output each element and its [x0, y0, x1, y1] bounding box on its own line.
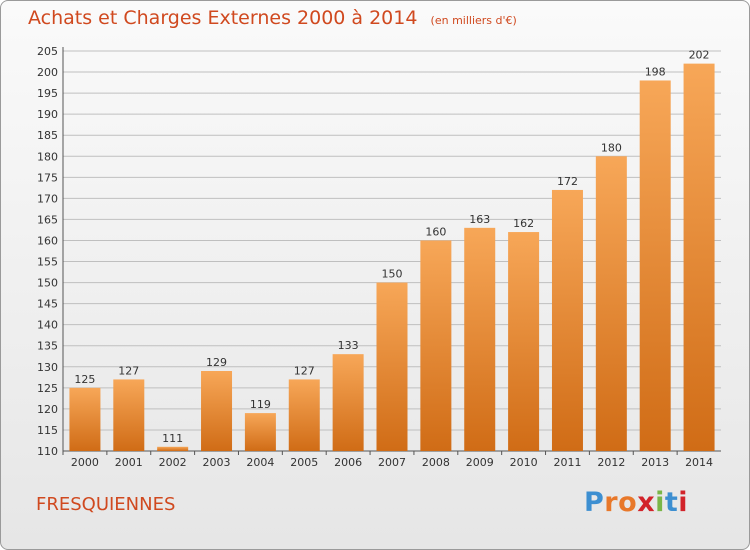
y-tick-label: 125: [37, 382, 58, 395]
y-tick-label: 135: [37, 340, 58, 353]
data-label: 119: [250, 398, 271, 411]
y-tick-label: 140: [37, 319, 58, 332]
data-label: 127: [118, 364, 139, 377]
y-tick-label: 190: [37, 108, 58, 121]
data-label: 172: [557, 175, 578, 188]
x-tick-label: 2013: [641, 456, 669, 469]
y-tick-label: 205: [37, 45, 58, 58]
bar-layer: [69, 63, 715, 451]
x-tick-label: 2001: [115, 456, 143, 469]
x-tick-label: 2004: [246, 456, 274, 469]
y-tick-label: 130: [37, 361, 58, 374]
data-label: 180: [601, 141, 622, 154]
proxiti-logo[interactable]: Proxiti: [584, 487, 688, 518]
x-tick-label: 2012: [597, 456, 625, 469]
logo-letter: t: [664, 487, 679, 518]
bar: [113, 379, 145, 451]
y-tick-label: 200: [37, 66, 58, 79]
data-label: 163: [469, 213, 490, 226]
x-tick-label: 2000: [71, 456, 99, 469]
chart-title: Achats et Charges Externes 2000 à 2014: [28, 7, 418, 29]
data-label: 150: [382, 268, 403, 281]
bar: [508, 232, 540, 451]
y-tick-label: 175: [37, 171, 58, 184]
x-tick-label: 2007: [378, 456, 406, 469]
x-tick-label: 2014: [685, 456, 713, 469]
x-tick-label: 2003: [203, 456, 231, 469]
y-tick-label: 180: [37, 150, 58, 163]
data-label: 198: [645, 65, 666, 78]
bar: [157, 446, 189, 451]
label-layer: 125 127 111 129 119 127 133 150 160 163 162 172 180 1…: [74, 49, 709, 445]
y-tick-label: 115: [37, 424, 58, 437]
logo-letter: o: [618, 487, 638, 518]
logo-letter: P: [584, 487, 605, 518]
x-tick-label: 2002: [159, 456, 187, 469]
bar: [639, 80, 671, 451]
x-tick-label: 2006: [334, 456, 362, 469]
data-label: 202: [689, 49, 710, 62]
bar: [683, 63, 715, 451]
bar: [595, 156, 627, 451]
bar: [69, 387, 101, 451]
bar: [376, 282, 408, 451]
bar: [551, 189, 583, 451]
bar: [244, 413, 276, 451]
place-name: FRESQUIENNES: [36, 494, 176, 515]
data-label: 133: [338, 339, 359, 352]
logo-letter: i: [655, 487, 665, 518]
y-tick-label: 155: [37, 256, 58, 269]
bar: [420, 240, 452, 451]
chart-unit-note: (en milliers d'€): [430, 14, 517, 27]
axis-layer: 110 115 120 125 130 135 140 145 150 155 160 165 170 1…: [37, 45, 721, 469]
title-row: Achats et Charges Externes 2000 à 2014 (…: [28, 7, 517, 29]
data-label: 129: [206, 356, 227, 369]
y-tick-label: 120: [37, 403, 58, 416]
data-label: 162: [513, 217, 534, 230]
x-tick-label: 2011: [553, 456, 581, 469]
y-tick-label: 170: [37, 192, 58, 205]
y-tick-label: 195: [37, 87, 58, 100]
data-label: 127: [294, 364, 315, 377]
y-tick-label: 185: [37, 129, 58, 142]
x-tick-label: 2009: [466, 456, 494, 469]
y-tick-label: 145: [37, 298, 58, 311]
logo-letter: x: [637, 487, 656, 518]
y-tick-label: 110: [37, 445, 58, 458]
data-label: 125: [74, 373, 95, 386]
x-tick-label: 2010: [510, 456, 538, 469]
data-label: 111: [162, 432, 183, 445]
logo-letter: i: [678, 487, 689, 518]
y-tick-label: 165: [37, 213, 58, 226]
bar: [464, 227, 496, 451]
y-tick-label: 150: [37, 277, 58, 290]
x-tick-label: 2005: [290, 456, 318, 469]
data-label: 160: [425, 225, 446, 238]
x-tick-label: 2008: [422, 456, 450, 469]
bar: [332, 354, 364, 451]
bar: [288, 379, 320, 451]
logo-letter: r: [604, 487, 619, 518]
y-tick-label: 160: [37, 234, 58, 247]
bar: [201, 371, 233, 451]
